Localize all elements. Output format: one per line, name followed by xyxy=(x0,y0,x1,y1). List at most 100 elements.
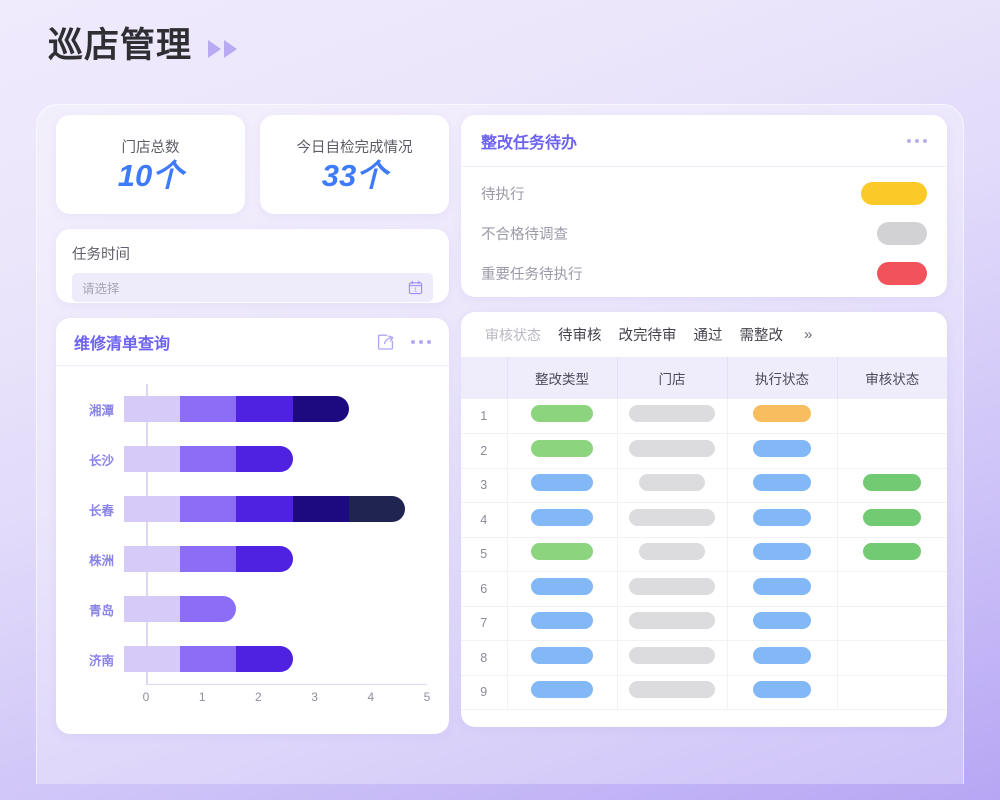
cell-exec-status xyxy=(727,537,838,572)
table-row[interactable]: 5 xyxy=(461,537,947,572)
audit-status-tabs: 审核状态 待审核 改完待审 通过 需整改 » xyxy=(461,312,947,357)
row-index: 4 xyxy=(461,502,508,538)
x-axis-tick-label: 0 xyxy=(142,690,150,704)
status-badge xyxy=(531,474,593,492)
cell-exec-status xyxy=(727,399,838,434)
row-index: 9 xyxy=(461,675,508,710)
cell-exec-status xyxy=(727,571,838,607)
cell-exec-status xyxy=(727,606,838,641)
chart-bar-track xyxy=(124,496,427,522)
cell-exec-status xyxy=(727,502,838,538)
tab-fixed-pending[interactable]: 改完待审 xyxy=(618,328,677,344)
chart-bar-rows: 湘潭 长沙 长春 株洲 青岛 济南 xyxy=(78,384,427,684)
cell-exec-status xyxy=(727,675,838,710)
chart-card-title: 维修清单查询 xyxy=(74,335,171,353)
table-row[interactable]: 2 xyxy=(461,433,947,469)
cell-rectify-type xyxy=(507,606,618,641)
chart-bar-row: 长春 xyxy=(78,496,427,522)
cell-rectify-type xyxy=(507,468,618,503)
status-badge xyxy=(629,508,715,526)
tab-passed[interactable]: 通过 xyxy=(693,328,723,344)
chart-category-label: 长沙 xyxy=(88,453,114,468)
chart-bar-segment xyxy=(124,546,181,572)
cell-store xyxy=(617,675,728,710)
cell-store xyxy=(617,606,728,641)
status-badge xyxy=(531,577,593,595)
repair-list-chart-card: 维修清单查询 湘潭 长沙 长春 株洲 青岛 济南 0 1 2 3 4 5 xyxy=(56,318,449,734)
task-time-picker[interactable]: 请选择 1 xyxy=(72,273,433,302)
table-row[interactable]: 8 xyxy=(461,640,947,676)
chart-stacked-bar xyxy=(124,496,405,522)
row-index: 7 xyxy=(461,606,508,641)
chart-category-label: 青岛 xyxy=(88,603,114,618)
chart-bar-segment xyxy=(236,396,293,422)
todo-row[interactable]: 不合格待调查 xyxy=(481,213,927,253)
chart-bar-row: 株洲 xyxy=(78,546,427,572)
table-row[interactable]: 9 xyxy=(461,675,947,710)
row-index: 2 xyxy=(461,433,508,469)
todo-label: 待执行 xyxy=(481,186,525,203)
table-row[interactable]: 1 xyxy=(461,399,947,434)
cell-audit-status xyxy=(837,468,947,503)
double-right-triangle-icon xyxy=(208,34,238,58)
more-dots-icon[interactable] xyxy=(907,138,927,143)
stacked-bar-chart: 湘潭 长沙 长春 株洲 青岛 济南 0 1 2 3 4 5 xyxy=(56,366,449,733)
calendar-icon[interactable]: 1 xyxy=(408,280,423,295)
todo-status-pill xyxy=(877,261,927,285)
status-badge xyxy=(629,612,715,630)
cell-store xyxy=(617,537,728,572)
row-index: 3 xyxy=(461,468,508,503)
svg-text:1: 1 xyxy=(414,288,417,294)
x-axis-line xyxy=(146,684,427,685)
chart-card-actions xyxy=(377,333,431,351)
chart-bar-segment xyxy=(292,496,349,522)
cell-rectify-type xyxy=(507,537,618,572)
tab-pending-review[interactable]: 待审核 xyxy=(558,328,602,344)
cell-audit-status xyxy=(837,606,947,641)
todo-card-title: 整改任务待办 xyxy=(481,134,578,152)
table-row[interactable]: 6 xyxy=(461,571,947,607)
more-dots-icon[interactable] xyxy=(411,339,431,344)
chart-bar-segment xyxy=(124,646,181,672)
chart-stacked-bar xyxy=(124,646,293,672)
cell-audit-status xyxy=(837,399,947,434)
chart-bar-segment xyxy=(124,496,181,522)
task-time-input[interactable]: 请选择 xyxy=(82,282,120,296)
chart-card-header: 维修清单查询 xyxy=(56,318,449,366)
status-badge xyxy=(629,405,715,422)
cell-rectify-type xyxy=(507,640,618,676)
chart-bar-row: 青岛 xyxy=(78,596,427,622)
col-rectify-type: 整改类型 xyxy=(507,357,618,399)
tab-needs-rectify[interactable]: 需整改 xyxy=(739,328,784,344)
chart-bar-track xyxy=(124,596,427,622)
cell-rectify-type xyxy=(507,399,618,434)
stat-cards-row: 门店总数 10个 今日自检完成情况 33个 xyxy=(56,115,449,214)
tabs-more-icon[interactable]: » xyxy=(804,326,813,343)
page-title: 巡店管理 xyxy=(48,26,193,65)
table-row[interactable]: 4 xyxy=(461,502,947,538)
chart-category-label: 株洲 xyxy=(88,553,114,568)
status-badge xyxy=(531,612,593,630)
cell-rectify-type xyxy=(507,433,618,469)
stat-card-store-total: 门店总数 10个 xyxy=(56,115,245,214)
status-badge xyxy=(753,646,811,664)
cell-rectify-type xyxy=(507,571,618,607)
chart-stacked-bar xyxy=(124,446,293,472)
table-row[interactable]: 3 xyxy=(461,468,947,503)
cell-audit-status xyxy=(837,433,947,469)
todo-row[interactable]: 重要任务待执行 xyxy=(481,253,927,293)
dashboard-panel: 门店总数 10个 今日自检完成情况 33个 任务时间 请选择 1 xyxy=(36,104,964,784)
cell-audit-status xyxy=(837,640,947,676)
row-index: 1 xyxy=(461,399,508,434)
status-badge xyxy=(531,681,593,699)
chart-bar-segment xyxy=(180,596,237,622)
status-badge xyxy=(863,508,922,526)
cell-audit-status xyxy=(837,537,947,572)
table-row[interactable]: 7 xyxy=(461,606,947,641)
stat-card-today-selfcheck: 今日自检完成情况 33个 xyxy=(260,115,449,214)
status-badge xyxy=(753,681,811,699)
share-icon[interactable] xyxy=(377,333,395,351)
todo-row[interactable]: 待执行 xyxy=(481,173,927,213)
col-exec-status: 执行状态 xyxy=(727,357,838,399)
